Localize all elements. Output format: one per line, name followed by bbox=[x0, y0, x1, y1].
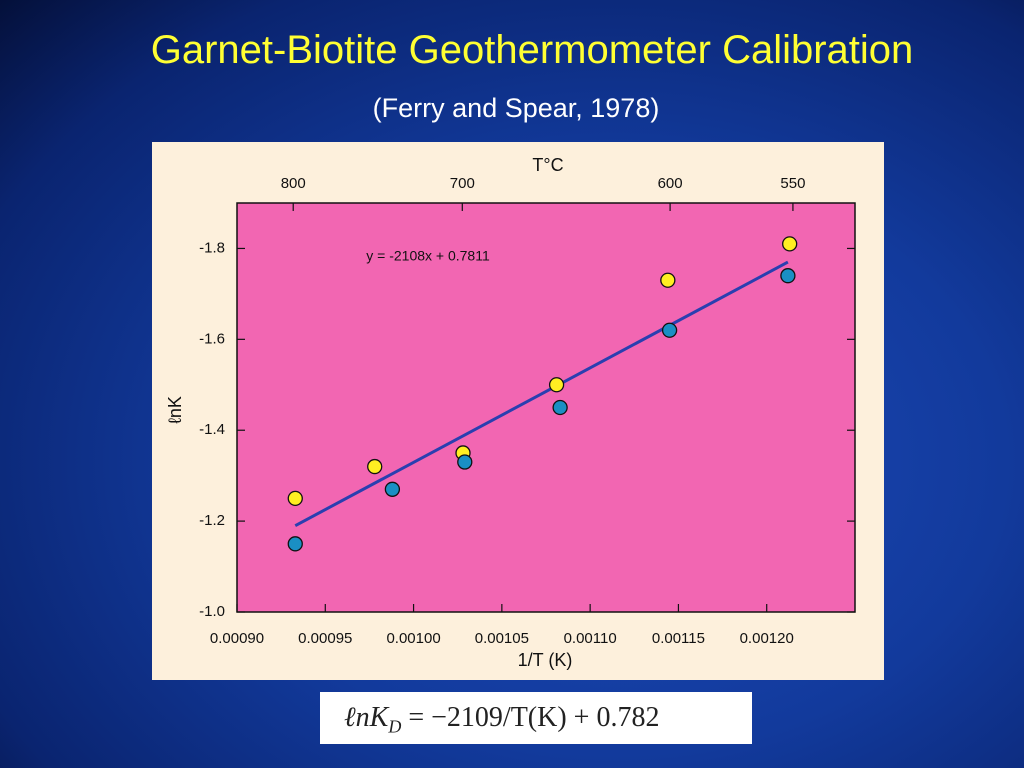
data-point bbox=[287, 490, 303, 507]
y-axis-label: ℓnK bbox=[165, 396, 185, 424]
y-tick-label: -1.4 bbox=[199, 421, 225, 438]
top-tick-label: 700 bbox=[450, 175, 475, 192]
plot-area bbox=[236, 202, 856, 613]
fit-line bbox=[294, 260, 789, 527]
x-tick-label: 0.00100 bbox=[386, 630, 440, 647]
formula-lhs: ℓnK bbox=[344, 702, 389, 733]
data-point bbox=[780, 268, 796, 284]
slide-title: Garnet-Biotite Geothermometer Calibratio… bbox=[150, 28, 914, 72]
x-tick-label: 0.00105 bbox=[475, 630, 529, 647]
x-tick-label: 0.00095 bbox=[298, 630, 352, 647]
x-tick-label: 0.00120 bbox=[740, 630, 794, 647]
data-point bbox=[384, 481, 401, 497]
top-axis-label: T°C bbox=[532, 155, 563, 175]
data-point bbox=[660, 272, 676, 288]
x-tick-label: 0.00090 bbox=[210, 630, 264, 647]
data-point bbox=[661, 322, 678, 338]
y-tick-label: -1.0 bbox=[199, 603, 225, 620]
y-tick-label: -1.6 bbox=[199, 330, 225, 347]
fit-equation: y = -2108x + 0.7811 bbox=[366, 248, 490, 264]
x-axis-label: 1/T (K) bbox=[518, 650, 573, 670]
x-tick-label: 0.00115 bbox=[652, 630, 705, 647]
data-point bbox=[457, 454, 473, 470]
formula-sub: D bbox=[388, 716, 402, 737]
data-point bbox=[548, 377, 565, 393]
x-tick-label: 0.00110 bbox=[564, 630, 617, 647]
slide-subtitle: (Ferry and Spear, 1978) bbox=[372, 93, 660, 123]
formula: ℓnKD = −2109/T(K) + 0.782 bbox=[320, 692, 752, 744]
y-tick-label: -1.8 bbox=[199, 239, 225, 256]
top-tick-label: 550 bbox=[780, 175, 805, 192]
y-tick-label: -1.2 bbox=[199, 512, 225, 529]
top-tick-label: 800 bbox=[281, 175, 306, 192]
data-point bbox=[367, 458, 383, 475]
formula-rhs: = −2109/T(K) + 0.782 bbox=[401, 702, 660, 733]
data-point bbox=[552, 399, 568, 416]
data-point bbox=[287, 536, 303, 552]
top-tick-label: 600 bbox=[658, 175, 683, 192]
data-point bbox=[782, 236, 798, 252]
